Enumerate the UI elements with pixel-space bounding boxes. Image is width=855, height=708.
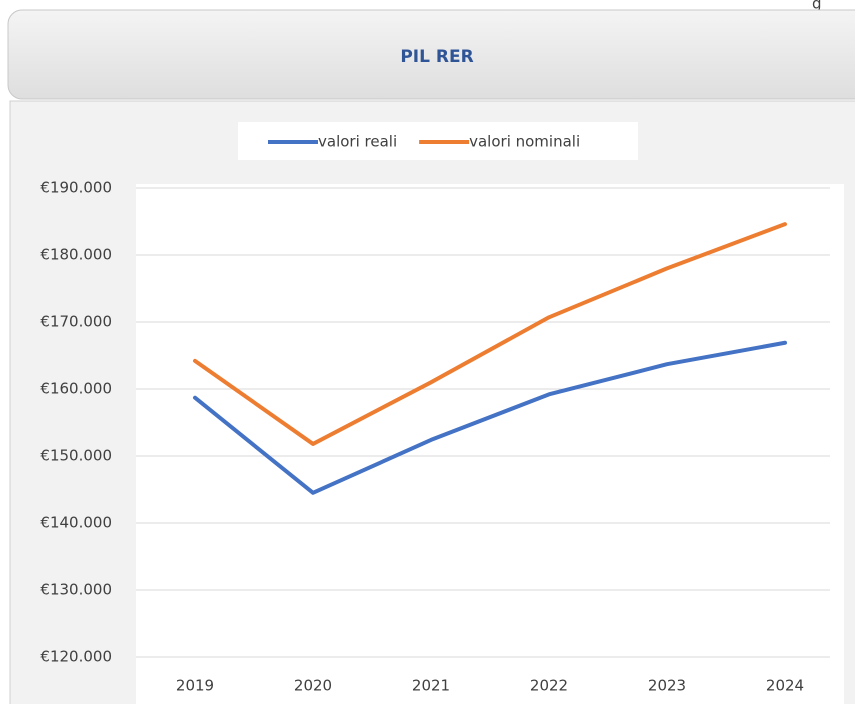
x-tick-label: 2020: [294, 677, 332, 695]
x-tick-label: 2021: [412, 677, 450, 695]
x-tick-label: 2023: [648, 677, 686, 695]
chart-title: PIL RER: [400, 47, 473, 67]
legend-label: valori reali: [318, 133, 397, 151]
header-box: [7, 9, 855, 100]
y-tick-label: €140.000: [40, 514, 112, 532]
y-tick-label: €120.000: [40, 648, 112, 666]
plot-area: [136, 184, 844, 704]
series-line: [193, 222, 787, 446]
corner-text: g: [812, 0, 822, 13]
y-tick-label: €150.000: [40, 447, 112, 465]
y-tick-label: €180.000: [40, 246, 112, 264]
legend-label: valori nominali: [469, 133, 580, 151]
series-line: [193, 340, 787, 495]
y-tick-label: €160.000: [40, 380, 112, 398]
y-tick-label: €170.000: [40, 313, 112, 331]
x-tick-label: 2022: [530, 677, 568, 695]
y-tick-label: €130.000: [40, 581, 112, 599]
y-tick-label: €190.000: [40, 179, 112, 197]
x-tick-label: 2019: [176, 677, 214, 695]
x-tick-label: 2024: [766, 677, 804, 695]
